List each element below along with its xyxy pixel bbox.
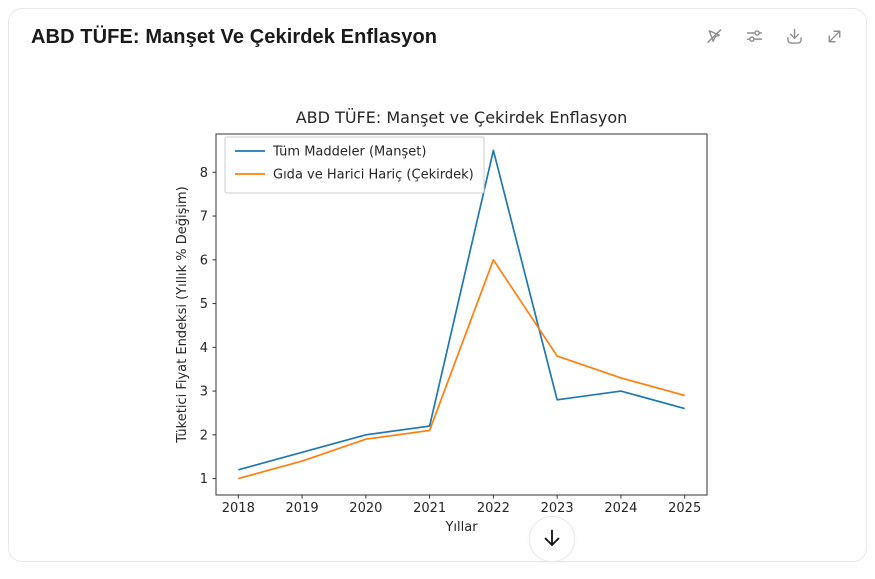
chart-canvas: 2018 2019 2020 2021 2022 2023 2024 2025 1 2 3 4 5 6 7 8… <box>175 108 708 535</box>
x-tick-label: 2021 <box>413 501 446 516</box>
scroll-down-button[interactable] <box>529 516 575 562</box>
expand-icon <box>824 26 845 50</box>
y-tick-label: 3 <box>200 385 208 400</box>
y-tick-label: 6 <box>200 253 208 268</box>
expand-button[interactable] <box>822 26 846 50</box>
download-button[interactable] <box>782 26 806 50</box>
legend-box <box>224 136 485 194</box>
x-tick-label: 2019 <box>286 501 319 516</box>
series-line-0 <box>238 149 685 471</box>
card-title: ABD TÜFE: Manşet Ve Çekirdek Enflasyon <box>31 26 438 48</box>
card-header: ABD TÜFE: Manşet Ve Çekirdek Enflasyon <box>9 9 866 73</box>
interactivity-toggle-button[interactable] <box>702 26 726 50</box>
x-tick-label: 2018 <box>222 501 255 516</box>
y-tick-label: 5 <box>200 297 208 312</box>
y-axis-label: Tüketici Fiyat Endeksi (Yıllık % Değişim… <box>175 186 190 443</box>
settings-button[interactable] <box>742 26 766 50</box>
x-axis-label: Yıllar <box>444 520 478 535</box>
axes-frame <box>215 133 708 496</box>
legend-label-0: Tüm Maddeler (Manşet) <box>272 145 426 160</box>
y-tick-label: 4 <box>200 341 208 356</box>
sliders-icon <box>744 26 765 50</box>
x-tick-label: 2023 <box>541 501 574 516</box>
arrow-down-icon <box>540 526 564 553</box>
figure-title: ABD TÜFE: Manşet ve Çekirdek Enflasyon <box>296 108 628 127</box>
y-tick-label: 2 <box>200 428 208 443</box>
legend-label-1: Gıda ve Harici Hariç (Çekirdek) <box>273 168 474 183</box>
x-tick-label: 2020 <box>349 501 382 516</box>
y-tick-label: 1 <box>200 472 208 487</box>
pointer-off-icon <box>704 26 725 50</box>
download-icon <box>784 26 805 50</box>
x-tick-label: 2022 <box>477 501 510 516</box>
x-tick-label: 2025 <box>668 501 701 516</box>
x-tick-label: 2024 <box>604 501 637 516</box>
y-tick-label: 7 <box>200 210 208 225</box>
chart-card: ABD TÜFE: Manşet Ve Çekirdek Enflasyon <box>8 8 867 562</box>
card-toolbar <box>702 26 846 50</box>
y-tick-label: 8 <box>200 166 208 181</box>
series-line-1 <box>238 258 685 480</box>
